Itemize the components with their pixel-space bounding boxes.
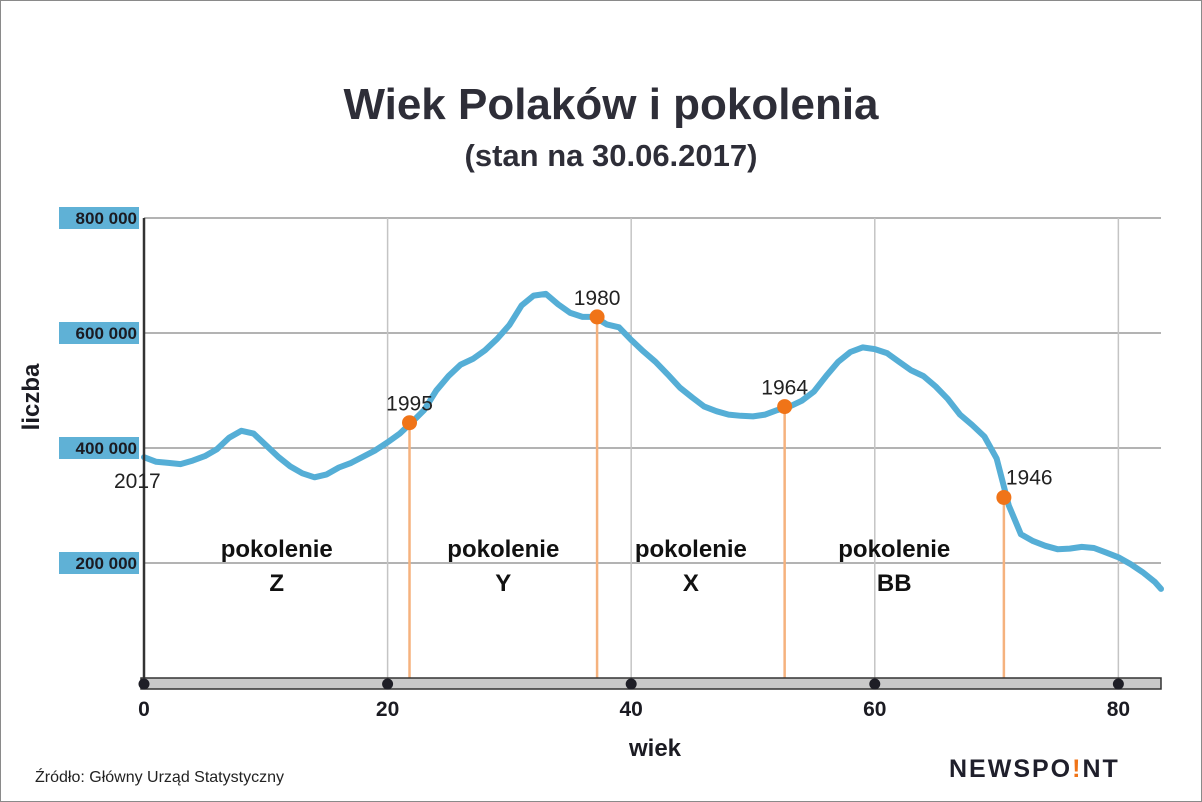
x-tick-dot <box>625 678 637 690</box>
year-marker <box>996 489 1012 505</box>
year-label: 2017 <box>114 470 161 493</box>
generation-label: pokolenie <box>447 536 559 563</box>
x-tick-label: 80 <box>1107 698 1130 721</box>
x-tick-dot <box>382 678 394 690</box>
x-tick-label: 20 <box>376 698 399 721</box>
brand-logo-dot: ! <box>1072 755 1082 783</box>
year-marker <box>402 415 418 431</box>
y-tick-label: 600 000 <box>76 324 137 343</box>
y-tick-label-bg <box>59 437 139 459</box>
guide-lines <box>408 316 1006 678</box>
y-tick-label: 800 000 <box>76 209 137 228</box>
x-tick-dot <box>1112 678 1124 690</box>
brand-logo: NEWSPO!NT <box>949 755 1120 783</box>
year-marker <box>777 399 793 415</box>
y-tick-label-bg <box>59 322 139 344</box>
y-tick-label: 400 000 <box>76 439 137 458</box>
generation-letter: BB <box>877 570 912 597</box>
brand-logo-left: NEWSPO <box>949 755 1072 783</box>
generation-letter: Z <box>269 570 284 597</box>
generation-letter: X <box>683 570 699 597</box>
x-tick-label: 40 <box>620 698 643 721</box>
x-axis-label: wiek <box>628 735 682 762</box>
chart-subtitle: (stan na 30.06.2017) <box>465 138 758 173</box>
x-tick-label: 0 <box>138 698 150 721</box>
y-tick-label-bg <box>59 552 139 574</box>
year-marker <box>589 309 605 325</box>
generation-label: pokolenie <box>635 536 747 563</box>
brand-logo-right: NT <box>1082 755 1119 783</box>
y-tick-label: 200 000 <box>76 554 137 573</box>
y-tick-label-bg <box>59 207 139 229</box>
generation-letter: Y <box>495 570 511 597</box>
source-note: Źródło: Główny Urząd Statystyczny <box>35 767 284 786</box>
chart-title: Wiek Polaków i pokolenia <box>343 80 879 129</box>
y-axis-label: liczba <box>18 363 45 430</box>
x-tick-label: 60 <box>863 698 886 721</box>
year-label: 1964 <box>761 377 808 400</box>
year-label: 1980 <box>574 287 621 310</box>
generation-label: pokolenie <box>221 536 333 563</box>
x-tick-dot <box>869 678 881 690</box>
axes: 0 20 40 60 80 <box>138 218 1162 721</box>
x-axis-bar <box>140 677 1162 690</box>
series <box>141 290 1164 592</box>
generation-label: pokolenie <box>838 536 950 563</box>
year-label: 1995 <box>386 393 433 416</box>
x-tick-dot <box>138 678 150 690</box>
population-line <box>141 290 1164 592</box>
year-label: 1946 <box>1006 466 1053 489</box>
year-markers: 2017 1995 1980 1964 1946 <box>114 287 1053 505</box>
